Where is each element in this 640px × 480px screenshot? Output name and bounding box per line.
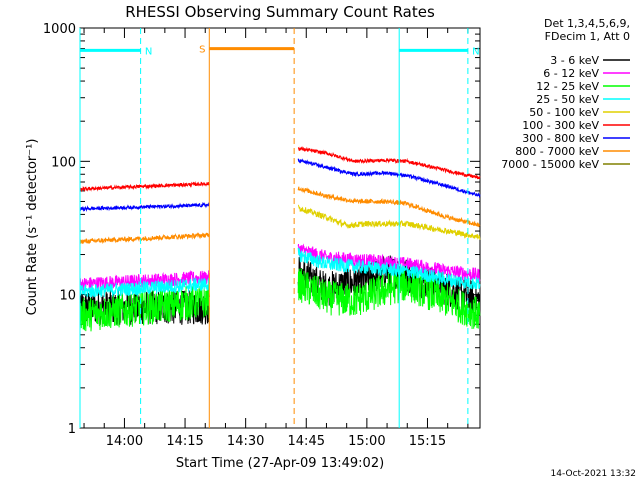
legend-label: 25 - 50 keV bbox=[536, 93, 599, 106]
trace-5-after bbox=[297, 146, 481, 180]
trace-3-after bbox=[297, 247, 481, 290]
y-tick-label: 1000 bbox=[43, 22, 76, 37]
y-tick-label: 10 bbox=[59, 289, 76, 304]
y-tick-label: 1 bbox=[68, 422, 76, 437]
legend-label: 300 - 800 keV bbox=[522, 132, 599, 145]
x-axis-label: Start Time (27-Apr-09 13:49:02) bbox=[176, 456, 384, 471]
night-label: N bbox=[472, 46, 479, 57]
x-tick-label: 14:30 bbox=[227, 434, 264, 449]
legend-label: 12 - 25 keV bbox=[536, 80, 599, 93]
trace-2-after bbox=[297, 267, 481, 330]
trace-6-after bbox=[297, 158, 481, 198]
timestamp: 14-Oct-2021 13:32 bbox=[551, 469, 636, 479]
trace-4-after bbox=[298, 204, 481, 240]
trace-6-before bbox=[79, 201, 210, 213]
trace-3-before bbox=[79, 277, 210, 298]
y-axis-label: Count Rate (s⁻¹ detector⁻¹) bbox=[25, 139, 40, 316]
x-tick-label: 14:45 bbox=[288, 434, 325, 449]
night-label: N bbox=[145, 46, 152, 57]
legend-label: 100 - 300 keV bbox=[522, 119, 599, 132]
trace-5-before bbox=[79, 181, 210, 193]
trace-2-before bbox=[79, 284, 210, 332]
chart-title: RHESSI Observing Summary Count Rates bbox=[125, 3, 435, 21]
legend-header: Det 1,3,4,5,6,9, bbox=[544, 17, 630, 30]
legend-label: 800 - 7000 keV bbox=[515, 145, 599, 158]
trace-7-before bbox=[79, 232, 210, 245]
trace-1-after bbox=[297, 243, 481, 282]
plot-area: 1 10 100 1000 14:00 14:15 14:30 14:45 15:00 15:15… bbox=[43, 22, 481, 449]
legend-label: 50 - 100 keV bbox=[529, 106, 599, 119]
trace-7-after bbox=[297, 186, 481, 228]
legend: Det 1,3,4,5,6,9,FDecim 1, Att 0 3 - 6 keV… bbox=[501, 17, 630, 171]
x-tick-label: 14:15 bbox=[166, 434, 203, 449]
legend-label: 3 - 6 keV bbox=[550, 54, 599, 67]
y-tick-label: 100 bbox=[51, 155, 76, 170]
legend-header: FDecim 1, Att 0 bbox=[545, 30, 630, 43]
saa-label: S bbox=[199, 45, 205, 56]
x-tick-label: 15:15 bbox=[409, 434, 446, 449]
legend-label: 7000 - 15000 keV bbox=[501, 158, 599, 171]
x-tick-label: 14:00 bbox=[106, 434, 143, 449]
legend-label: 6 - 12 keV bbox=[543, 67, 599, 80]
x-tick-label: 15:00 bbox=[348, 434, 385, 449]
